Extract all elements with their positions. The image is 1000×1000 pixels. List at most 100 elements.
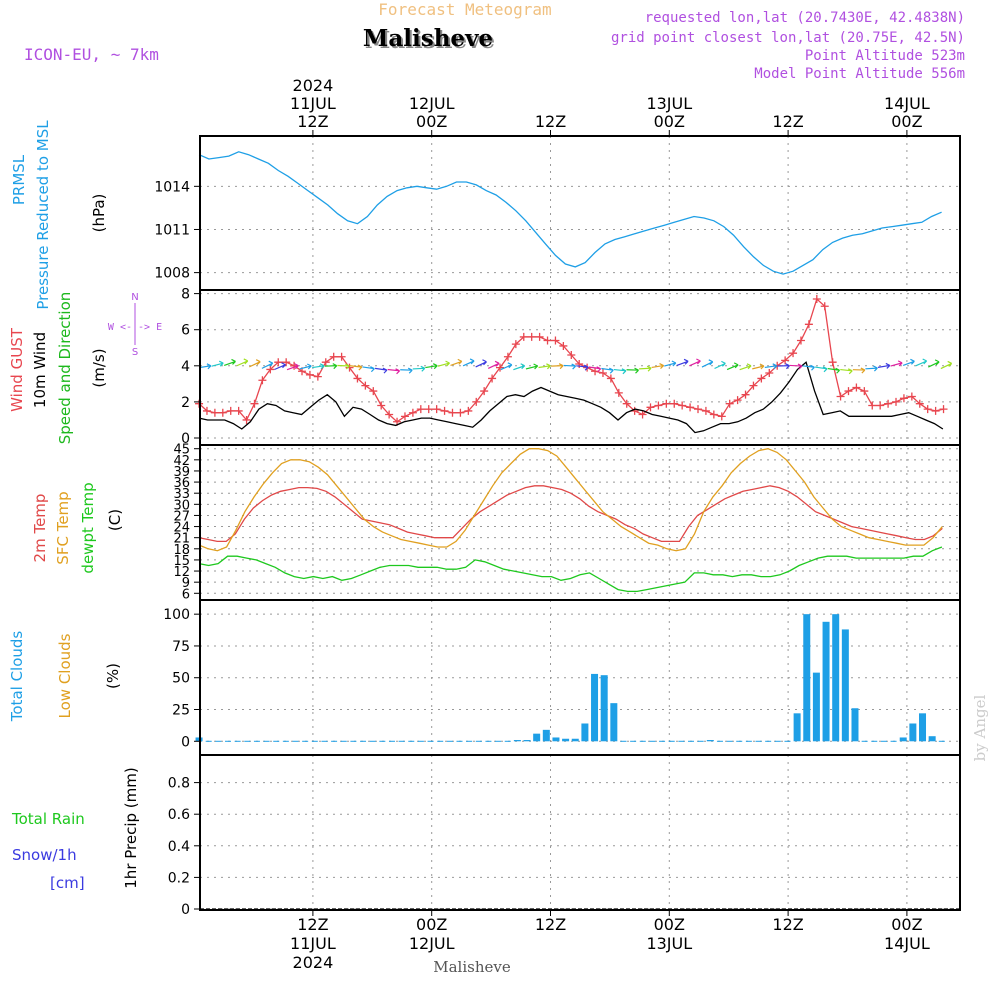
top-time-label: 14JUL bbox=[884, 94, 930, 113]
gust-point bbox=[258, 376, 267, 385]
cloud-bar bbox=[600, 675, 608, 742]
gust-point bbox=[733, 396, 742, 405]
gust-point bbox=[440, 406, 449, 415]
top-time-label: 12JUL bbox=[409, 94, 455, 113]
gust-point bbox=[353, 374, 362, 383]
temp-unit-label: (C) bbox=[106, 509, 124, 531]
cloud-bar bbox=[793, 713, 801, 742]
gust-point bbox=[923, 405, 932, 414]
wind-arrow bbox=[689, 358, 701, 367]
y-tick-label: 4 bbox=[181, 359, 190, 375]
wind-arrow bbox=[487, 360, 500, 369]
gust-point bbox=[567, 350, 576, 359]
y-tick-label: 24 bbox=[173, 521, 190, 536]
gust-point bbox=[884, 399, 893, 408]
requested-coords: requested lon,lat (20.7430E, 42.4838N) bbox=[645, 10, 965, 26]
gust-label: Wind GUST bbox=[8, 327, 26, 412]
gust-point bbox=[559, 341, 568, 350]
bottom-time-label: 12JUL bbox=[409, 934, 455, 953]
top-time-label: 00Z bbox=[891, 112, 922, 131]
bottom-time-label: 12Z bbox=[535, 915, 566, 934]
wind-arrow bbox=[840, 368, 853, 375]
top-time-label: 00Z bbox=[654, 112, 685, 131]
gust-point bbox=[321, 358, 330, 367]
point-altitude: Point Altitude 523m bbox=[805, 48, 965, 64]
wind-arrow bbox=[714, 360, 726, 370]
y-tick-label: 1011 bbox=[154, 222, 190, 238]
bottom-time-label: 12Z bbox=[297, 915, 328, 934]
wind-arrow bbox=[852, 367, 866, 374]
gust-point bbox=[717, 412, 726, 421]
cloud-bar bbox=[822, 621, 830, 742]
wind-arrow bbox=[877, 362, 891, 369]
gust-point bbox=[503, 352, 512, 361]
pressure-panel-labels: PRMSL Pressure Reduced to MSL (hPa) bbox=[10, 120, 108, 310]
gust-point bbox=[725, 399, 734, 408]
cloud-bar bbox=[562, 738, 570, 742]
gust-point bbox=[456, 408, 465, 417]
wind-arrow bbox=[425, 363, 438, 370]
wind-arrow bbox=[777, 363, 790, 370]
wind-arrow bbox=[387, 368, 401, 375]
wind10-label: 10m Wind bbox=[31, 332, 49, 408]
y-tick-label: 0 bbox=[181, 902, 190, 918]
gust-point bbox=[527, 332, 536, 341]
gust-point bbox=[305, 370, 314, 379]
grid-layer bbox=[200, 136, 960, 910]
y-tick-label: 6 bbox=[182, 587, 190, 602]
gust-point bbox=[876, 401, 885, 410]
y-tick-label: 100 bbox=[163, 607, 190, 623]
wind-arrow bbox=[651, 363, 664, 369]
gust-point bbox=[939, 405, 948, 414]
y-tick-label: 39 bbox=[173, 465, 190, 480]
y-tick-label: 30 bbox=[173, 498, 190, 513]
wind-arrow bbox=[752, 363, 765, 370]
precip-axis-label: 1hr Precip (mm) bbox=[122, 767, 140, 888]
gust-point bbox=[511, 340, 520, 349]
wind-arrow bbox=[739, 363, 752, 371]
cloud-bar bbox=[542, 729, 550, 742]
wind-arrow bbox=[362, 366, 375, 373]
top-time-label: 11JUL bbox=[290, 94, 336, 113]
gust-point bbox=[709, 410, 718, 419]
top-time-label: 12Z bbox=[535, 112, 566, 131]
wind-arrow bbox=[437, 360, 450, 367]
gust-point bbox=[234, 406, 243, 415]
gust-point bbox=[377, 401, 386, 410]
wind-arrow bbox=[249, 359, 261, 368]
y-tick-label: 9 bbox=[182, 576, 190, 591]
gust-point bbox=[915, 399, 924, 408]
gust-point bbox=[400, 412, 409, 421]
gust-point bbox=[852, 383, 861, 392]
cloud-bar bbox=[803, 614, 811, 742]
y-tick-label: 15 bbox=[173, 554, 190, 569]
pressure-unit-label: (hPa) bbox=[90, 194, 108, 233]
wind-arrow bbox=[865, 365, 878, 372]
wind-arrow bbox=[576, 364, 589, 371]
wind-arrow bbox=[588, 366, 602, 373]
cloud-bar bbox=[533, 733, 541, 742]
cloud-bar bbox=[513, 740, 521, 742]
prmsl-desc-label: Pressure Reduced to MSL bbox=[34, 120, 52, 310]
gust-point bbox=[543, 336, 552, 345]
station-name: Malisheve bbox=[363, 25, 493, 52]
gust-point bbox=[448, 408, 457, 417]
cloud-bar bbox=[851, 708, 859, 742]
gust-point bbox=[804, 320, 813, 329]
gust-point bbox=[828, 358, 837, 367]
cloud-bar bbox=[899, 737, 907, 742]
gust-point bbox=[274, 358, 283, 367]
cloud-bar bbox=[919, 713, 927, 742]
cloud-bar bbox=[928, 736, 936, 742]
wind-arrow bbox=[450, 358, 463, 367]
gust-point bbox=[408, 408, 417, 417]
panel-frames bbox=[199, 135, 961, 911]
wind-panel-labels: Wind GUST 10m Wind Speed and Direction (… bbox=[8, 292, 162, 445]
temp-panel-labels: 2m Temp SFC Temp dewpt Temp (C) bbox=[31, 482, 124, 573]
wind-arrow bbox=[412, 365, 426, 372]
top-time-label: 12Z bbox=[772, 112, 803, 131]
wind10-line bbox=[198, 361, 944, 434]
y-tick-label: 1008 bbox=[154, 266, 190, 282]
gust-point bbox=[812, 295, 821, 304]
chart-title: Forecast Meteogram bbox=[378, 0, 551, 19]
